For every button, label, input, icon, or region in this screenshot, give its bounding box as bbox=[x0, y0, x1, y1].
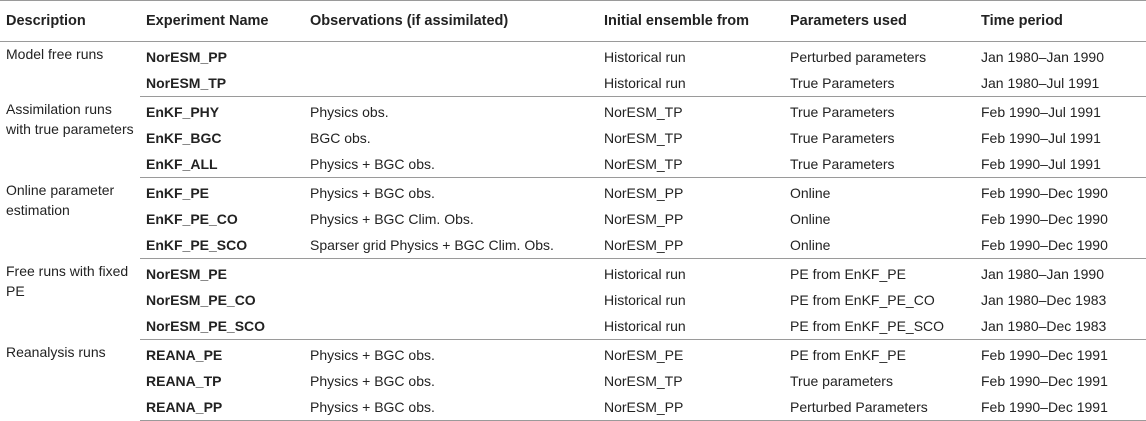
group-description-cell: Online parameter estimation bbox=[6, 181, 115, 218]
observations-cell: Physics + BGC Clim. Obs. bbox=[310, 211, 474, 227]
time-period-cell: Jan 1980–Jul 1991 bbox=[975, 70, 1146, 97]
initial-ensemble-cell: NorESM_PE bbox=[604, 347, 684, 363]
time-period-cell: Jan 1980–Jan 1990 bbox=[981, 49, 1104, 65]
time-period-cell: Jan 1980–Jan 1990 bbox=[981, 266, 1104, 282]
experiment-name-cell: EnKF_ALL bbox=[140, 151, 304, 178]
parameters-cell: True Parameters bbox=[790, 130, 895, 146]
table-row: Reanalysis runs REANA_PE Physics + BGC obs… bbox=[0, 340, 1146, 369]
parameters-cell: Online bbox=[790, 211, 831, 227]
table-body: Model free runs NorESM_PP Historical run Pe… bbox=[0, 42, 1146, 421]
observations-cell bbox=[304, 313, 598, 340]
initial-ensemble-cell: NorESM_TP bbox=[598, 151, 784, 178]
table-row: EnKF_BGC BGC obs. NorESM_TP True Parameters… bbox=[0, 125, 1146, 151]
initial-ensemble-cell: NorESM_TP bbox=[604, 130, 683, 146]
table-row: NorESM_TP Historical run True Parameters Ja… bbox=[0, 70, 1146, 97]
initial-ensemble-cell: NorESM_PP bbox=[598, 232, 784, 259]
table-row: REANA_TP Physics + BGC obs. NorESM_TP True … bbox=[0, 368, 1146, 394]
experiment-name-cell: REANA_TP bbox=[146, 373, 222, 389]
time-period-cell: Feb 1990–Dec 1990 bbox=[981, 185, 1108, 201]
group-description-cell: Model free runs bbox=[6, 46, 104, 62]
header-experiment-name: Experiment Name bbox=[140, 0, 304, 42]
parameters-cell: Online bbox=[784, 232, 975, 259]
initial-ensemble-cell: NorESM_TP bbox=[604, 104, 683, 120]
initial-ensemble-cell: NorESM_PP bbox=[604, 185, 684, 201]
experiment-name-cell: EnKF_PE bbox=[146, 185, 210, 201]
initial-ensemble-cell: NorESM_PP bbox=[604, 211, 684, 227]
table-row: NorESM_PE_CO Historical run PE from EnKF_P… bbox=[0, 287, 1146, 313]
time-period-cell: Feb 1990–Jul 1991 bbox=[981, 104, 1101, 120]
header-row: Description Experiment Name Observations… bbox=[0, 0, 1146, 42]
observations-cell: Physics + BGC obs. bbox=[310, 347, 435, 363]
observations-cell: BGC obs. bbox=[310, 130, 371, 146]
parameters-cell: Online bbox=[790, 185, 831, 201]
observations-cell bbox=[304, 42, 598, 71]
header-observations: Observations (if assimilated) bbox=[304, 0, 598, 42]
parameters-cell: PE from EnKF_PE_CO bbox=[790, 292, 935, 308]
time-period-cell: Feb 1990–Dec 1991 bbox=[975, 394, 1146, 421]
observations-cell: Physics + BGC obs. bbox=[310, 185, 435, 201]
observations-cell bbox=[304, 287, 598, 313]
time-period-cell: Feb 1990–Dec 1991 bbox=[981, 347, 1108, 363]
initial-ensemble-cell: Historical run bbox=[604, 266, 686, 282]
group-description-cell: Reanalysis runs bbox=[6, 343, 106, 360]
initial-ensemble-cell: NorESM_PP bbox=[598, 394, 784, 421]
observations-cell: Physics + BGC obs. bbox=[304, 394, 598, 421]
experiment-name-cell: EnKF_PE_CO bbox=[146, 211, 238, 227]
time-period-cell: Jan 1980–Dec 1983 bbox=[981, 292, 1107, 308]
parameters-cell: Perturbed parameters bbox=[790, 49, 927, 65]
table-row: Free runs with fixed PE NorESM_PE Historic… bbox=[0, 259, 1146, 299]
observations-cell: Physics + BGC obs. bbox=[304, 151, 598, 178]
table-row: EnKF_PE_SCO Sparser grid Physics + BGC Cl… bbox=[0, 232, 1146, 259]
group-description-cell: Assimilation runs with true parameters bbox=[6, 100, 134, 137]
header-time-period: Time period bbox=[975, 0, 1146, 42]
group-description-cell: Free runs with fixed PE bbox=[6, 262, 129, 299]
observations-cell: Sparser grid Physics + BGC Clim. Obs. bbox=[304, 232, 598, 259]
parameters-cell: True parameters bbox=[790, 373, 893, 389]
parameters-cell: Perturbed Parameters bbox=[784, 394, 975, 421]
parameters-cell: PE from EnKF_PE bbox=[790, 266, 906, 282]
time-period-cell: Feb 1990–Dec 1991 bbox=[981, 373, 1108, 389]
table-row: Online parameter estimation EnKF_PE Physic… bbox=[0, 178, 1146, 218]
header-initial-ensemble: Initial ensemble from bbox=[598, 0, 784, 42]
experiment-name-cell: NorESM_PE_SCO bbox=[140, 313, 304, 340]
table-row: REANA_PP Physics + BGC obs. NorESM_PP Pertu… bbox=[0, 394, 1146, 421]
observations-cell: Physics obs. bbox=[310, 104, 389, 120]
parameters-cell: True Parameters bbox=[784, 151, 975, 178]
experiment-name-cell: EnKF_PE_SCO bbox=[140, 232, 304, 259]
observations-cell: Physics + BGC obs. bbox=[310, 373, 435, 389]
initial-ensemble-cell: NorESM_TP bbox=[604, 373, 683, 389]
header-description: Description bbox=[0, 0, 140, 42]
experiment-name-cell: EnKF_PHY bbox=[146, 104, 220, 120]
table-row: Assimilation runs with true parameters En… bbox=[0, 97, 1146, 137]
time-period-cell: Feb 1990–Dec 1990 bbox=[975, 232, 1146, 259]
initial-ensemble-cell: Historical run bbox=[598, 70, 784, 97]
header-parameters-used: Parameters used bbox=[784, 0, 975, 42]
parameters-cell: True Parameters bbox=[790, 104, 895, 120]
experiment-name-cell: REANA_PE bbox=[146, 347, 223, 363]
parameters-cell: PE from EnKF_PE bbox=[790, 347, 906, 363]
experiment-name-cell: EnKF_BGC bbox=[146, 130, 222, 146]
time-period-cell: Jan 1980–Dec 1983 bbox=[975, 313, 1146, 340]
experiment-name-cell: NorESM_PE bbox=[146, 266, 227, 282]
initial-ensemble-cell: Historical run bbox=[604, 292, 686, 308]
table-row: NorESM_PE_SCO Historical run PE from EnKF_… bbox=[0, 313, 1146, 340]
observations-cell bbox=[304, 259, 598, 288]
time-period-cell: Feb 1990–Jul 1991 bbox=[981, 130, 1101, 146]
time-period-cell: Feb 1990–Dec 1990 bbox=[981, 211, 1108, 227]
table-row: EnKF_PE_CO Physics + BGC Clim. Obs. NorESM… bbox=[0, 206, 1146, 232]
initial-ensemble-cell: Historical run bbox=[604, 49, 686, 65]
time-period-cell: Feb 1990–Jul 1991 bbox=[975, 151, 1146, 178]
observations-cell bbox=[304, 70, 598, 97]
experiment-name-cell: NorESM_PE_CO bbox=[146, 292, 256, 308]
experiment-name-cell: REANA_PP bbox=[140, 394, 304, 421]
initial-ensemble-cell: Historical run bbox=[598, 313, 784, 340]
table-row: Model free runs NorESM_PP Historical run Pe… bbox=[0, 42, 1146, 71]
parameters-cell: PE from EnKF_PE_SCO bbox=[784, 313, 975, 340]
experiment-name-cell: NorESM_PP bbox=[146, 49, 227, 65]
table-row: EnKF_ALL Physics + BGC obs. NorESM_TP True … bbox=[0, 151, 1146, 178]
experiment-name-cell: NorESM_TP bbox=[140, 70, 304, 97]
parameters-cell: True Parameters bbox=[784, 70, 975, 97]
